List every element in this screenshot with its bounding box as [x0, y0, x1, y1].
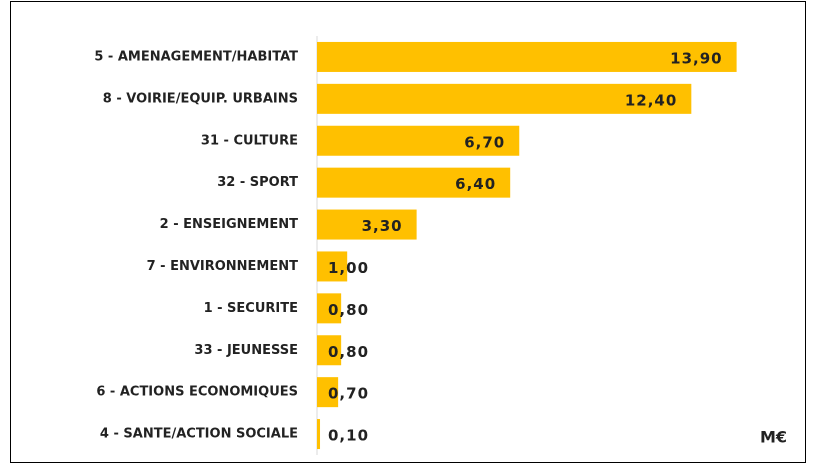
value-label: 0,70	[328, 385, 369, 403]
bar	[317, 335, 342, 366]
y-tick-label: 31 - CULTURE	[201, 133, 298, 148]
value-label: 0,80	[328, 301, 369, 319]
bar	[317, 41, 737, 72]
y-tick-label: 32 - SPORT	[217, 175, 298, 190]
bar	[317, 377, 339, 408]
value-label: 0,80	[328, 343, 369, 361]
value-label: 0,10	[328, 427, 369, 445]
bar	[317, 83, 692, 114]
y-tick-label: 33 - JEUNESSE	[194, 343, 298, 358]
y-tick-label: 8 - VOIRIE/EQUIP. URBAINS	[103, 91, 298, 106]
bar	[317, 251, 348, 282]
value-label: 6,40	[455, 175, 496, 193]
y-tick-label: 2 - ENSEIGNEMENT	[160, 217, 298, 232]
value-label: 3,30	[362, 217, 403, 235]
unit-label: M€	[760, 428, 787, 447]
y-tick-label: 4 - SANTE/ACTION SOCIALE	[100, 427, 298, 442]
value-label: 6,70	[464, 133, 505, 151]
bar	[317, 125, 520, 156]
y-tick-label: 6 - ACTIONS ECONOMIQUES	[96, 385, 298, 400]
y-tick-label: 5 - AMENAGEMENT/HABITAT	[94, 49, 298, 64]
y-tick-label: 7 - ENVIRONNEMENT	[147, 259, 299, 274]
bar	[317, 419, 321, 450]
bar	[317, 293, 342, 324]
y-tick-label: 1 - SECURITE	[204, 301, 298, 316]
bar	[317, 209, 417, 240]
value-label: 12,40	[625, 91, 677, 109]
value-label: 1,00	[328, 259, 369, 277]
bar	[317, 167, 511, 198]
value-label: 13,90	[670, 49, 722, 67]
